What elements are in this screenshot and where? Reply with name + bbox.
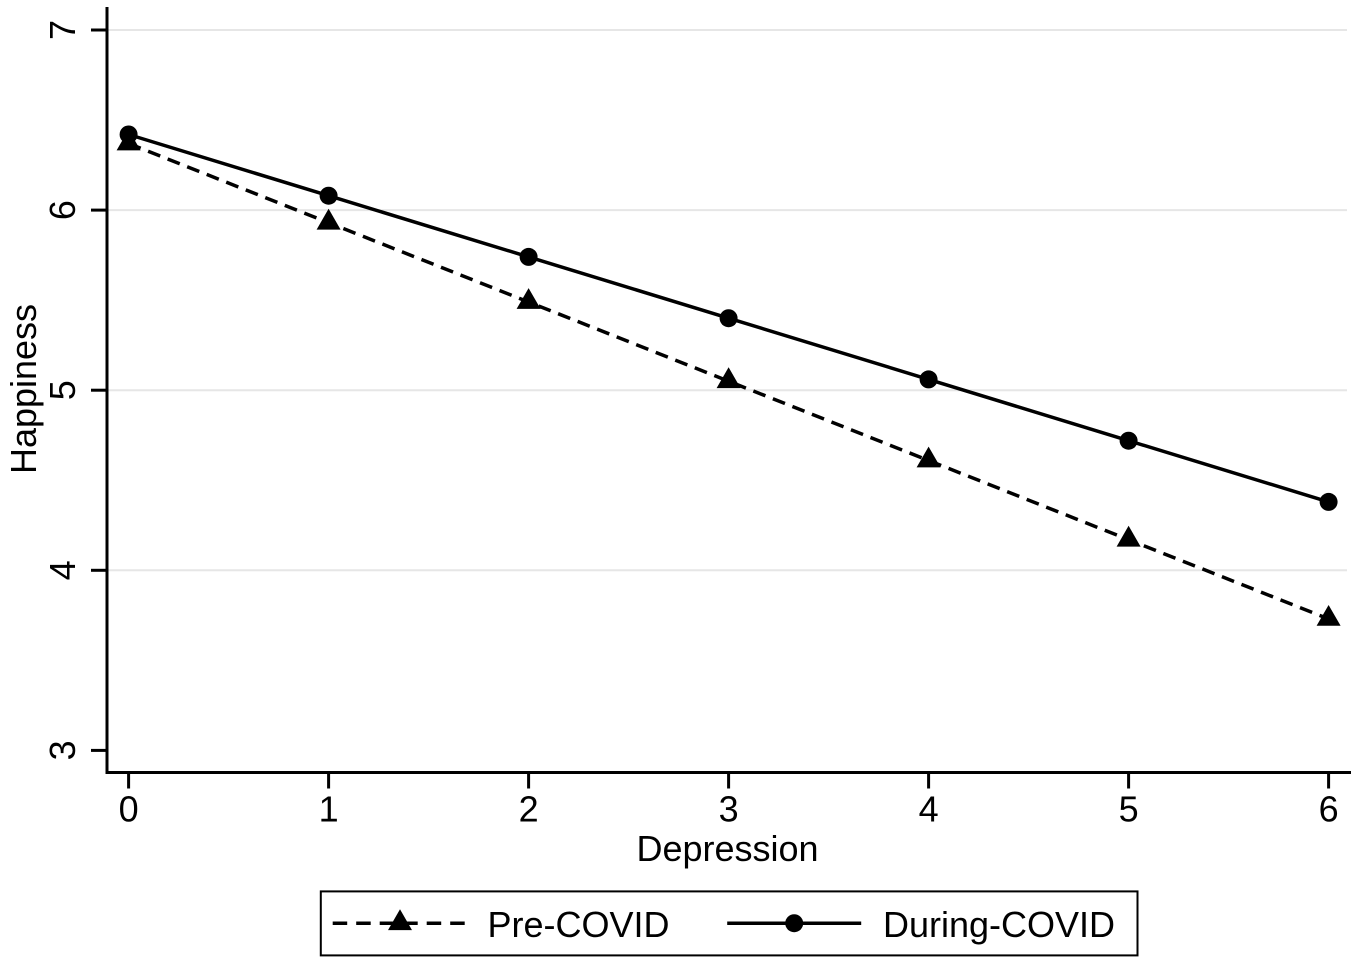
svg-text:Depression: Depression [636, 828, 818, 869]
svg-text:4: 4 [919, 789, 939, 830]
svg-text:3: 3 [719, 789, 739, 830]
svg-text:5: 5 [42, 380, 83, 400]
svg-text:3: 3 [42, 740, 83, 760]
svg-text:2: 2 [519, 789, 539, 830]
svg-text:7: 7 [42, 20, 83, 40]
svg-text:6: 6 [42, 200, 83, 220]
svg-text:4: 4 [42, 560, 83, 580]
svg-text:0: 0 [119, 789, 139, 830]
svg-text:5: 5 [1119, 789, 1139, 830]
svg-text:6: 6 [1319, 789, 1339, 830]
svg-text:Pre-COVID: Pre-COVID [488, 904, 670, 945]
svg-text:1: 1 [319, 789, 339, 830]
svg-text:Happiness: Happiness [3, 304, 44, 474]
svg-text:During-COVID: During-COVID [883, 904, 1115, 945]
